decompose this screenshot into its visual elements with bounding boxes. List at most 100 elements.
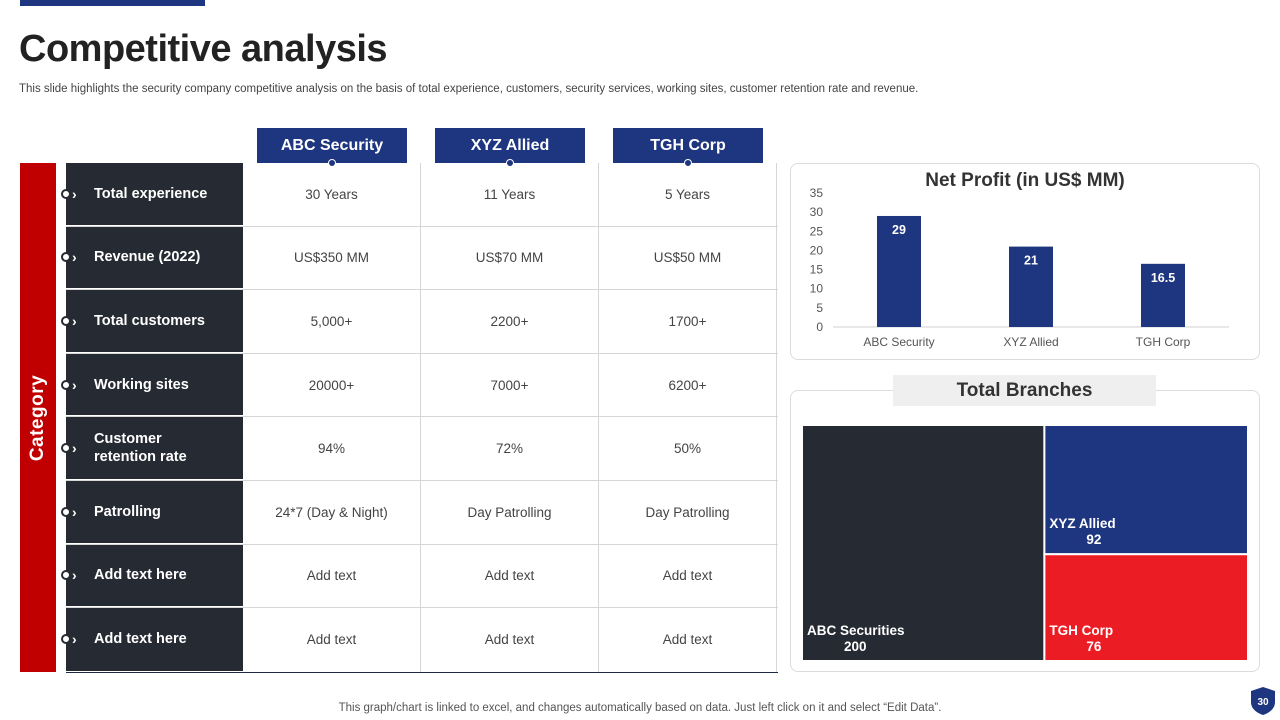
- table-cell: 2200+: [421, 290, 599, 353]
- x-tick-label: XYZ Allied: [1003, 335, 1058, 349]
- chevron-right-icon: ›: [72, 376, 77, 393]
- column-header-tgh: TGH Corp: [613, 128, 763, 167]
- row-label: › Total customers: [61, 290, 243, 353]
- row-label: › Total experience: [61, 163, 243, 226]
- chevron-right-icon: ›: [72, 249, 77, 266]
- column-header-label: ABC Security: [280, 136, 384, 154]
- table-row: › Add text here Add text Add text Add tex…: [61, 544, 778, 609]
- table-cell: US$50 MM: [599, 226, 777, 290]
- y-tick-label: 30: [810, 205, 824, 219]
- table-cell: 1700+: [599, 290, 777, 353]
- table-cell: 11 Years: [421, 163, 599, 226]
- chevron-right-icon: ›: [72, 440, 77, 457]
- treemap-label: XYZ Allied: [1049, 516, 1115, 531]
- table-row: › Revenue (2022) US$350 MM US$70 MM US$50…: [61, 226, 778, 291]
- row-label: › Revenue (2022): [61, 226, 243, 290]
- chevron-right-icon: ›: [72, 312, 77, 329]
- page-number: 30: [1257, 697, 1269, 708]
- row-label-text: Add text here: [94, 631, 187, 648]
- bar-data-label: 29: [892, 223, 906, 237]
- page-title: Competitive analysis: [19, 28, 388, 70]
- category-label: Category: [27, 374, 49, 461]
- table-row: › Patrolling 24*7 (Day & Night) Day Patro…: [61, 480, 778, 545]
- treemap-value: 76: [1086, 639, 1102, 654]
- top-accent-bar: [20, 0, 205, 6]
- row-label: › Add text here: [61, 608, 243, 672]
- dot-icon: [328, 159, 336, 167]
- table-row: › Customer retention rate 94% 72% 50%: [61, 417, 778, 481]
- x-tick-label: ABC Security: [863, 335, 934, 349]
- bar: [877, 215, 921, 327]
- treemap-tile: [1043, 553, 1249, 662]
- row-label-text: Customer retention rate: [94, 431, 187, 466]
- row-label: › Working sites: [61, 353, 243, 417]
- table-cell: Add text: [243, 608, 421, 672]
- category-bar: Category: [20, 163, 56, 672]
- table-cell: Day Patrolling: [421, 480, 599, 544]
- bullet-icon: [61, 315, 71, 326]
- table-cell: Day Patrolling: [599, 480, 777, 544]
- net-profit-title: Net Profit (in US$ MM): [925, 170, 1125, 191]
- bar-data-label: 21: [1024, 254, 1038, 268]
- table-cell: 7000+: [421, 353, 599, 417]
- bullet-icon: [61, 379, 71, 390]
- row-label-text: Total experience: [94, 185, 208, 202]
- net-profit-chart: 0 5 10 15 20 25 30 35 29 ABC Security 21 XYZ Allied…: [810, 186, 1229, 349]
- bar-data-label: 16.5: [1151, 271, 1175, 285]
- table-cell: US$350 MM: [243, 226, 421, 290]
- bullet-icon: [61, 252, 71, 263]
- x-tick-label: TGH Corp: [1136, 335, 1191, 349]
- y-tick-label: 20: [810, 243, 824, 257]
- table-cell: 5 Years: [599, 163, 777, 226]
- row-label: › Patrolling: [61, 480, 243, 544]
- y-tick-label: 25: [810, 224, 824, 238]
- chevron-right-icon: ›: [72, 185, 77, 202]
- total-branches-panel: ABC Securities 200 XYZ Allied 92 TGH Corp 76: [790, 390, 1260, 672]
- y-tick-label: 0: [816, 320, 823, 334]
- treemap-value: 92: [1086, 532, 1101, 547]
- row-label-text: Patrolling: [94, 503, 161, 520]
- row-label-text: Working sites: [94, 376, 189, 393]
- row-label: › Add text here: [61, 544, 243, 608]
- y-tick-label: 15: [810, 263, 824, 277]
- treemap-label: ABC Securities: [807, 623, 905, 638]
- y-tick-label: 10: [810, 282, 824, 296]
- table-cell: 24*7 (Day & Night): [243, 480, 421, 544]
- chevron-right-icon: ›: [72, 503, 77, 520]
- table-row: › Add text here Add text Add text Add tex…: [61, 608, 778, 672]
- table-cell: 20000+: [243, 353, 421, 417]
- table-cell: 94%: [243, 417, 421, 480]
- table-row: › Total customers 5,000+ 2200+ 1700+: [61, 290, 778, 354]
- bullet-icon: [61, 506, 71, 517]
- chevron-right-icon: ›: [72, 567, 77, 584]
- row-label-text: Total customers: [94, 312, 205, 329]
- bullet-icon: [61, 188, 71, 199]
- table-cell: Add text: [243, 544, 421, 608]
- column-header-label: TGH Corp: [650, 136, 726, 154]
- column-header-abc: ABC Security: [257, 128, 407, 167]
- table-cell: Add text: [599, 544, 777, 608]
- treemap-value: 200: [844, 639, 867, 654]
- treemap-tile: [801, 424, 1046, 662]
- page-number-badge: 30: [1251, 687, 1275, 715]
- bullet-icon: [61, 443, 71, 454]
- table-cell: 72%: [421, 417, 599, 480]
- bullet-icon: [61, 634, 71, 645]
- chevron-right-icon: ›: [72, 631, 77, 648]
- treemap-tile: [1043, 424, 1249, 556]
- column-header-label: XYZ Allied: [470, 136, 550, 154]
- dot-icon: [506, 159, 514, 167]
- row-label-text: Revenue (2022): [94, 249, 201, 266]
- column-header-xyz: XYZ Allied: [435, 128, 585, 167]
- table-cell: Add text: [421, 544, 599, 608]
- page-subtitle: This slide highlights the security compa…: [19, 83, 919, 95]
- bar: [1009, 246, 1053, 327]
- y-tick-label: 35: [810, 186, 824, 200]
- table-cell: Add text: [599, 608, 777, 672]
- table-cell: Add text: [421, 608, 599, 672]
- row-label-text: Add text here: [94, 567, 187, 584]
- bar: [1141, 263, 1185, 327]
- treemap-label: TGH Corp: [1049, 623, 1113, 638]
- table-cell: 6200+: [599, 353, 777, 417]
- table-cell: 30 Years: [243, 163, 421, 226]
